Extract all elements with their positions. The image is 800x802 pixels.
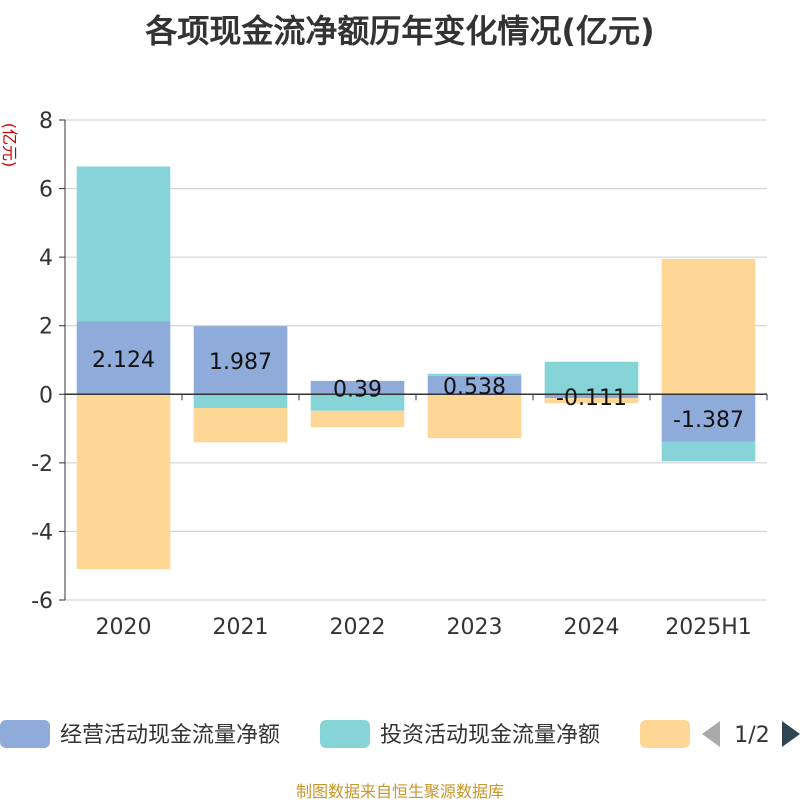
x-tick-label: 2021 [213,615,269,640]
bar-2022-s2[interactable] [310,410,405,428]
bar-2023-s2[interactable] [427,394,522,439]
bar-2020-s0[interactable] [76,321,171,395]
data-label: -1.387 [673,408,744,433]
bar-2023-s0[interactable] [427,375,522,395]
bar-2021-s1[interactable] [193,394,288,408]
x-tick-label: 2025H1 [665,615,752,640]
bar-2020-s2[interactable] [76,394,171,570]
bar-2022-s0[interactable] [310,380,405,395]
legend-prev-icon[interactable] [702,721,720,747]
data-label: 2.124 [92,348,155,373]
y-tick-label: -2 [31,452,53,477]
bar-2021-s0[interactable] [193,326,288,395]
bar-2023-s1[interactable] [427,373,522,376]
bar-2025H1-s0[interactable] [661,394,756,442]
x-tick-label: 2024 [564,615,620,640]
legend-label[interactable]: 经营活动现金流量净额 [60,723,280,748]
bar-2022-s1[interactable] [310,394,405,411]
x-tick-label: 2023 [447,615,503,640]
y-tick-label: -4 [31,520,53,545]
bar-2024-s0[interactable] [544,394,639,399]
legend-swatch-2[interactable] [640,720,690,748]
bar-2025H1-s2[interactable] [661,258,756,395]
x-tick-label: 2022 [330,615,386,640]
bar-2020-s1[interactable] [76,166,171,322]
legend[interactable]: 经营活动现金流量净额 投资活动现金流量净额 1/2 [0,720,800,748]
data-label: -0.111 [556,386,627,411]
data-source-note: 制图数据来自恒生聚源数据库 [295,782,504,801]
bar-2025H1-s1[interactable] [661,441,756,462]
legend-label[interactable]: 投资活动现金流量净额 [380,723,600,748]
x-tick-label: 2020 [96,615,152,640]
data-label: 1.987 [209,350,272,375]
bar-2021-s2[interactable] [193,408,288,443]
y-tick-label: 4 [39,246,53,271]
data-labels: 2.124 1.987 0.39 0.538 -0.111 -1.387 [92,348,744,433]
legend-next-icon[interactable] [782,721,800,747]
legend-swatch-1[interactable] [320,720,370,748]
data-label: 0.39 [333,378,382,403]
axes: -6 -4 -2 0 2 4 6 8 (亿元) 2020 2021 2022 2023 2024 2025H… [0,109,768,640]
y-tick-label: 8 [39,109,53,134]
y-axis-title: (亿元) [0,123,19,168]
chart-title: 各项现金流净额历年变化情况(亿元) [145,12,655,50]
legend-page-indicator: 1/2 [734,723,769,748]
legend-swatch-0[interactable] [0,720,50,748]
y-tick-label: 2 [39,315,53,340]
data-label: 0.538 [443,375,506,400]
y-tick-label: -6 [31,589,53,614]
bars [76,166,756,570]
bar-2024-s1[interactable] [544,361,639,395]
y-tick-label: 0 [39,383,53,408]
bar-2024-s2[interactable] [544,398,639,404]
y-tick-label: 6 [39,178,53,203]
